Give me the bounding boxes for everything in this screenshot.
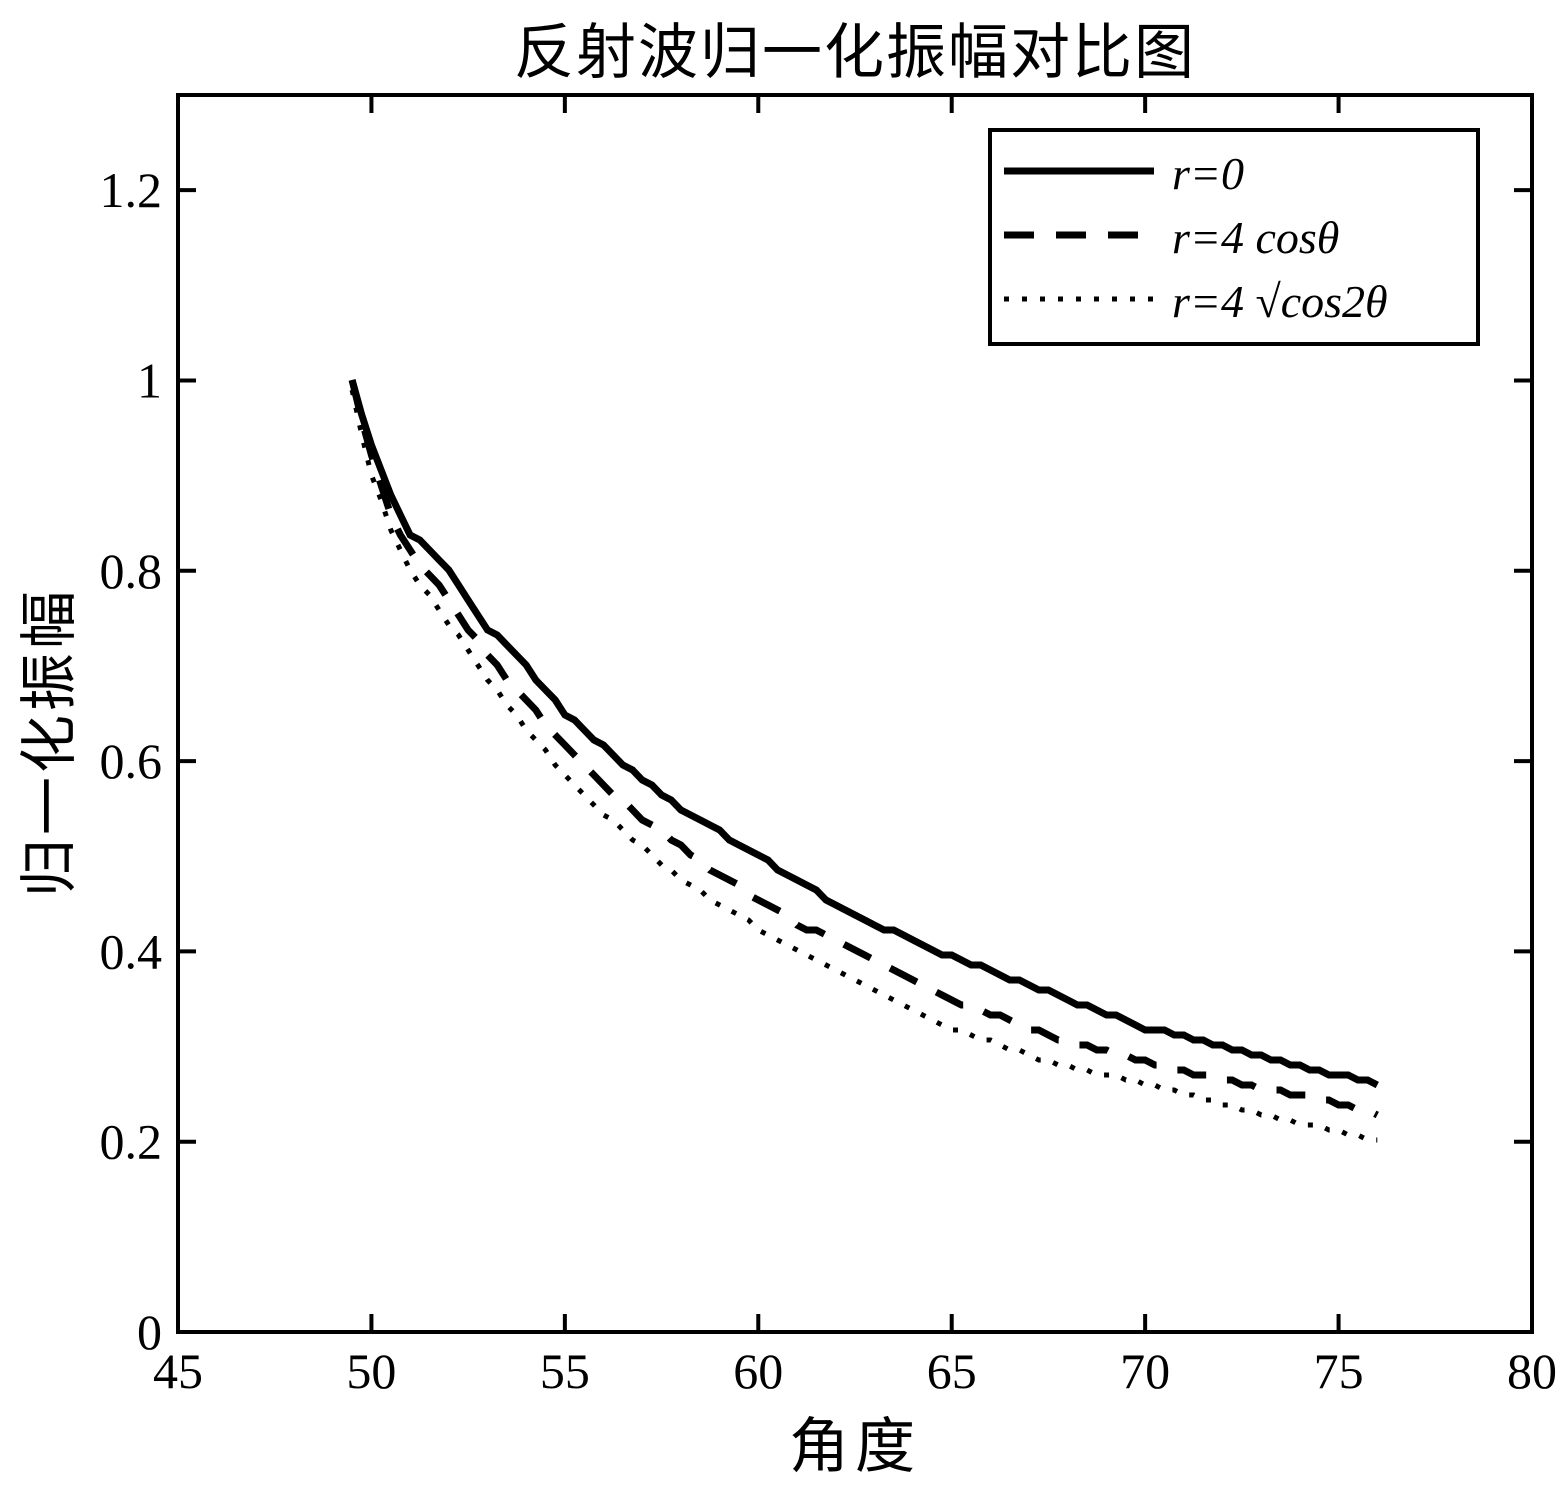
y-tick-label: 0.8 — [100, 543, 163, 599]
x-tick-label: 55 — [540, 1343, 590, 1399]
series-dotted-line — [349, 389, 1378, 1143]
legend-item: r=4 cosθ — [1000, 208, 1468, 266]
x-axis-label: 角度 — [789, 1414, 921, 1480]
legend-solid-line-sample — [1000, 161, 1158, 186]
legend-item: r=0 — [1000, 144, 1468, 202]
y-tick-label: 0.4 — [100, 923, 163, 979]
y-tick-label: 1 — [137, 352, 162, 408]
legend: r=0 r=4 cosθ r=4 √cos2θ — [988, 128, 1480, 346]
x-tick-label: 80 — [1507, 1343, 1557, 1399]
legend-label: r=4 √cos2θ — [1172, 275, 1388, 327]
y-tick-label: 1.2 — [100, 162, 163, 218]
x-tick-label: 50 — [346, 1343, 396, 1399]
y-tick-label: 0 — [137, 1304, 162, 1360]
y-tick-label: 0.2 — [100, 1114, 163, 1170]
legend-dashed-line-sample — [1000, 225, 1158, 250]
legend-label: r=4 cosθ — [1172, 211, 1340, 263]
series-solid-line — [348, 379, 1379, 1089]
chart-title: 反射波归一化振幅对比图 — [514, 20, 1196, 86]
x-tick-label: 60 — [733, 1343, 783, 1399]
legend-item: r=4 √cos2θ — [1000, 272, 1468, 330]
x-tick-label: 65 — [927, 1343, 977, 1399]
x-tick-label: 75 — [1314, 1343, 1364, 1399]
x-tick-label: 45 — [153, 1343, 203, 1399]
legend-label: r=0 — [1172, 147, 1244, 199]
legend-dotted-line-sample — [1000, 289, 1158, 314]
y-axis-label: 归一化振幅 — [17, 586, 82, 898]
x-tick-label: 70 — [1120, 1343, 1170, 1399]
series-dashed-line — [348, 379, 1379, 1119]
axes-box — [176, 93, 1534, 1334]
y-tick-label: 0.6 — [100, 733, 163, 789]
